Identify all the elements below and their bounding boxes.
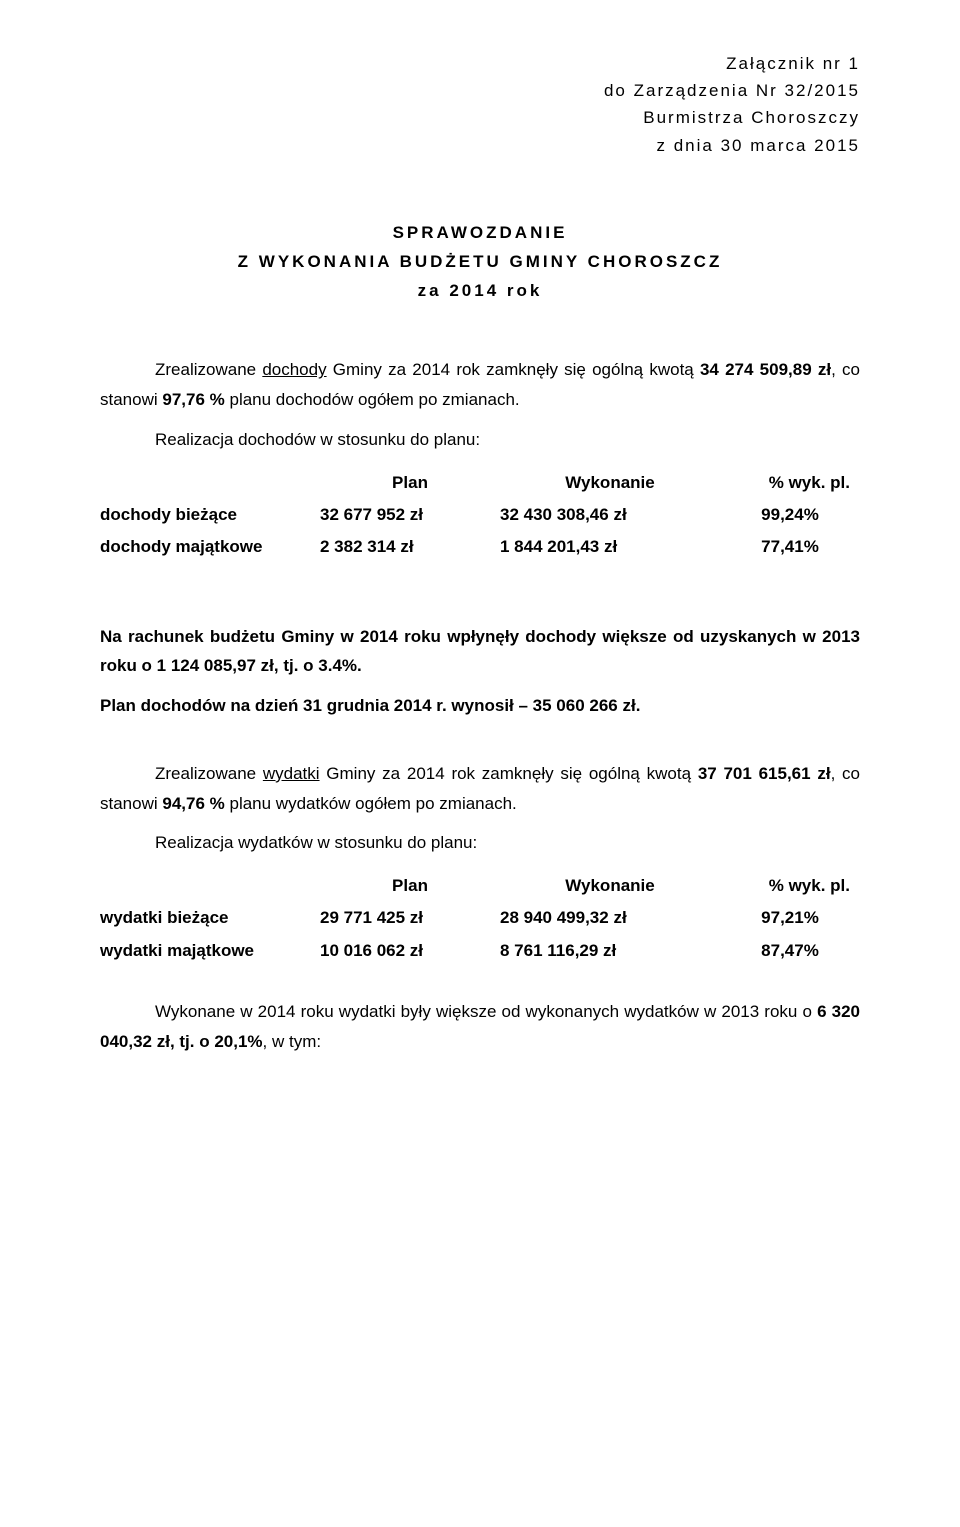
row-wykonanie: 8 761 116,29 zł — [500, 935, 720, 967]
text: Plan dochodów na dzień 31 grudnia 2014 r… — [100, 696, 533, 715]
row-plan: 2 382 314 zł — [320, 531, 500, 563]
text: Gminy za 2014 rok zamknęły się ogólną kw… — [320, 764, 698, 783]
dochody-plan-amount: 35 060 266 zł. — [533, 696, 641, 715]
table-header-wykonanie: Wykonanie — [500, 870, 720, 902]
title-line-1: SPRAWOZDANIE — [100, 219, 860, 248]
dochody-summary: Na rachunek budżetu Gminy w 2014 roku wp… — [100, 622, 860, 682]
wydatki-table: Plan Wykonanie % wyk. pl. wydatki bieżąc… — [100, 870, 860, 967]
wydatki-total-percent: 94,76 % — [162, 794, 224, 813]
table-row: wydatki majątkowe 10 016 062 zł 8 761 11… — [100, 935, 860, 967]
table-row: wydatki bieżące 29 771 425 zł 28 940 499… — [100, 902, 860, 934]
wydatki-paragraph-2: Realizacja wydatków w stosunku do planu: — [100, 828, 860, 858]
text: Wykonane w 2014 roku wydatki były większ… — [155, 1002, 817, 1021]
table-row: dochody bieżące 32 677 952 zł 32 430 308… — [100, 499, 860, 531]
row-label: dochody bieżące — [100, 499, 320, 531]
wydatki-paragraph-1: Zrealizowane wydatki Gminy za 2014 rok z… — [100, 759, 860, 819]
dochody-total-amount: 34 274 509,89 zł — [700, 360, 831, 379]
table-header-percent: % wyk. pl. — [720, 467, 860, 499]
table-row: dochody majątkowe 2 382 314 zł 1 844 201… — [100, 531, 860, 563]
dochody-table: Plan Wykonanie % wyk. pl. dochody bieżąc… — [100, 467, 860, 564]
text: Zrealizowane — [155, 764, 263, 783]
row-plan: 32 677 952 zł — [320, 499, 500, 531]
text: planu wydatków ogółem po zmianach. — [225, 794, 517, 813]
dochody-summary-amount: 1 124 085,97 zł, tj. o 3.4%. — [157, 656, 362, 675]
row-label: wydatki bieżące — [100, 902, 320, 934]
table-header-plan: Plan — [320, 467, 500, 499]
wydatki-section: Zrealizowane wydatki Gminy za 2014 rok z… — [100, 759, 860, 1057]
text: planu dochodów ogółem po zmianach. — [225, 390, 520, 409]
row-plan: 29 771 425 zł — [320, 902, 500, 934]
attachment-line-3: Burmistrza Choroszczy — [100, 104, 860, 131]
dochody-section: Zrealizowane dochody Gminy za 2014 rok z… — [100, 355, 860, 720]
attachment-line-2: do Zarządzenia Nr 32/2015 — [100, 77, 860, 104]
table-header-plan: Plan — [320, 870, 500, 902]
wydatki-total-amount: 37 701 615,61 zł — [698, 764, 831, 783]
wydatki-link-word: wydatki — [263, 764, 320, 783]
row-percent: 87,47% — [720, 935, 860, 967]
wydatki-summary: Wykonane w 2014 roku wydatki były większ… — [100, 997, 860, 1057]
table-header-wykonanie: Wykonanie — [500, 467, 720, 499]
dochody-link-word: dochody — [262, 360, 326, 379]
document-page: Załącznik nr 1 do Zarządzenia Nr 32/2015… — [0, 0, 960, 1527]
table-header-blank — [100, 467, 320, 499]
table-header-percent: % wyk. pl. — [720, 870, 860, 902]
dochody-plan-line: Plan dochodów na dzień 31 grudnia 2014 r… — [100, 691, 860, 721]
text: Zrealizowane — [155, 360, 262, 379]
attachment-header: Załącznik nr 1 do Zarządzenia Nr 32/2015… — [100, 50, 860, 159]
row-plan: 10 016 062 zł — [320, 935, 500, 967]
document-title: SPRAWOZDANIE Z WYKONANIA BUDŻETU GMINY C… — [100, 219, 860, 306]
row-wykonanie: 28 940 499,32 zł — [500, 902, 720, 934]
dochody-total-percent: 97,76 % — [162, 390, 224, 409]
table-header-row: Plan Wykonanie % wyk. pl. — [100, 870, 860, 902]
title-line-3: za 2014 rok — [100, 277, 860, 306]
row-percent: 77,41% — [720, 531, 860, 563]
row-label: wydatki majątkowe — [100, 935, 320, 967]
row-wykonanie: 32 430 308,46 zł — [500, 499, 720, 531]
attachment-line-4: z dnia 30 marca 2015 — [100, 132, 860, 159]
row-wykonanie: 1 844 201,43 zł — [500, 531, 720, 563]
table-header-row: Plan Wykonanie % wyk. pl. — [100, 467, 860, 499]
text: , w tym: — [263, 1032, 322, 1051]
text: Gminy za 2014 rok zamknęły się ogólną kw… — [327, 360, 700, 379]
row-percent: 97,21% — [720, 902, 860, 934]
table-header-blank — [100, 870, 320, 902]
row-label: dochody majątkowe — [100, 531, 320, 563]
dochody-paragraph-1: Zrealizowane dochody Gminy za 2014 rok z… — [100, 355, 860, 415]
attachment-line-1: Załącznik nr 1 — [100, 50, 860, 77]
title-line-2: Z WYKONANIA BUDŻETU GMINY CHOROSZCZ — [100, 248, 860, 277]
row-percent: 99,24% — [720, 499, 860, 531]
dochody-paragraph-2: Realizacja dochodów w stosunku do planu: — [100, 425, 860, 455]
